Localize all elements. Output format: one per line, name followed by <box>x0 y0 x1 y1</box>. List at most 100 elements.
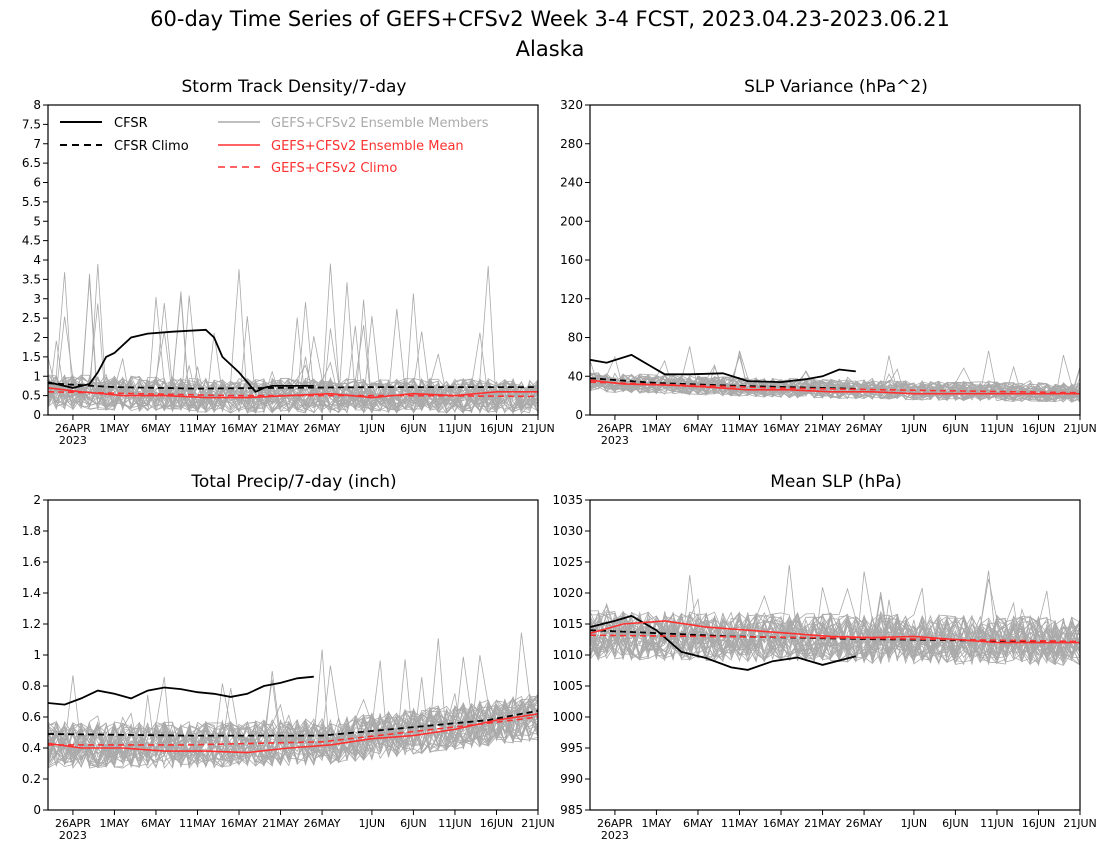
y-tick-label: 1035 <box>552 493 583 507</box>
y-tick-label: 5 <box>33 214 41 228</box>
x-tick-label: 21JUN <box>521 422 555 435</box>
member-line <box>590 364 1080 401</box>
x-tick-label: 6JUN <box>400 422 427 435</box>
y-tick-label: 240 <box>560 176 583 190</box>
panel-mean-slp: 985 990 995 1000 1005 1010 1015 1020 1025 1030 103… <box>552 493 1096 842</box>
series-gefs-cfsv2-climo <box>590 381 1080 394</box>
panel-slp-variance: 0 40 80 120 160 200 240 280 320 26APR 1MAY 6MAY 11MA… <box>560 98 1097 447</box>
y-tick-label: 2 <box>33 493 41 507</box>
x-tick-label: 26MAY <box>846 422 883 435</box>
member-line <box>48 273 538 415</box>
panel-title-mean-slp: Mean SLP (hPa) <box>770 472 902 492</box>
legend-label-ens-climo: GEFS+CFSv2 Climo <box>271 161 397 176</box>
y-tick-label: 0 <box>33 408 41 422</box>
x-tick-label: 1MAY <box>99 817 129 830</box>
x-tick-label: 21MAY <box>262 422 299 435</box>
x-tick-label: 6MAY <box>141 817 171 830</box>
y-tick-label: 1.8 <box>22 524 41 538</box>
y-tick-label: 1010 <box>552 648 583 662</box>
series-gefs-cfsv2-ensemble-mean <box>590 620 1080 644</box>
series-cfsr <box>590 353 856 384</box>
x-year-label: 2023 <box>601 434 629 447</box>
x-tick-label: 11JUN <box>438 817 472 830</box>
x-tick-label: 16MAY <box>221 422 258 435</box>
member-line <box>48 379 538 415</box>
y-tick-label: 1025 <box>552 555 583 569</box>
y-tick-label: 1030 <box>552 524 583 538</box>
y-tick-label: 3 <box>33 292 41 306</box>
series-cfsr-climo <box>48 709 538 737</box>
y-tick-label: 0 <box>575 408 583 422</box>
y-tick-label: 1005 <box>552 679 583 693</box>
series-lines-slp-variance <box>590 353 1080 395</box>
plot-frame-storm-track <box>47 104 539 416</box>
y-tick-label: 0.5 <box>22 389 41 403</box>
x-tick-label: 16JUN <box>1022 422 1056 435</box>
panel-total-precip: 0 0.2 0.4 0.6 0.8 1 1.2 1.4 1.6 1.8 2 26APR 1MAY 6MAY… <box>22 493 555 842</box>
member-line <box>48 702 538 768</box>
member-line <box>48 263 538 411</box>
y-tick-label: 1.2 <box>22 617 41 631</box>
legend: CFSR CFSR Climo GEFS+CFSv2 Ensemble Memb… <box>60 116 489 176</box>
x-tick-label: 21MAY <box>804 422 841 435</box>
member-line <box>590 611 1080 664</box>
panel-storm-track: 0 0.5 1 1.5 2 2.5 3 3.5 4 4.5 5 5.5 6 6.5 7 7.5 8 26APR 1M… <box>22 98 555 447</box>
y-tick-label: 0.4 <box>22 741 41 755</box>
x-tick-label: 1JUN <box>359 422 386 435</box>
x-tick-label: 11MAY <box>721 817 758 830</box>
panel-title-slp-variance: SLP Variance (hPa^2) <box>744 77 928 97</box>
x-tick-label: 16JUN <box>480 817 514 830</box>
x-tick-label: 21JUN <box>1063 817 1097 830</box>
member-line <box>48 365 538 415</box>
x-tick-label: 6MAY <box>683 422 713 435</box>
y-tick-label: 985 <box>560 803 583 817</box>
series-cfsr-climo <box>48 382 538 390</box>
x-tick-label: 1JUN <box>901 817 928 830</box>
y-tick-label: 2 <box>33 331 41 345</box>
y-tick-label: 40 <box>568 369 583 383</box>
member-line <box>590 613 1080 664</box>
member-line <box>590 575 1080 664</box>
legend-label-ens-mean: GEFS+CFSv2 Ensemble Mean <box>271 139 464 154</box>
y-tick-label: 8 <box>33 98 41 112</box>
x-tick-label: 1MAY <box>641 422 671 435</box>
x-tick-label: 16JUN <box>1022 817 1056 830</box>
member-line <box>48 302 538 414</box>
x-tick-label: 26MAY <box>304 422 341 435</box>
x-tick-label: 26MAY <box>304 817 341 830</box>
member-line <box>590 571 1080 663</box>
x-year-label: 2023 <box>601 829 629 842</box>
y-tick-label: 1.5 <box>22 350 41 364</box>
series-lines-total-precip <box>48 675 538 754</box>
x-tick-label: 6MAY <box>683 817 713 830</box>
x-tick-label: 26APR <box>597 422 633 435</box>
x-tick-label: 21MAY <box>262 817 299 830</box>
x-tick-label: 6MAY <box>141 422 171 435</box>
y-tick-label: 4 <box>33 253 41 267</box>
y-tick-label: 280 <box>560 137 583 151</box>
y-tick-label: 1 <box>33 648 41 662</box>
series-gefs-cfsv2-climo <box>48 716 538 746</box>
y-tick-label: 1.4 <box>22 586 41 600</box>
y-tick-label: 0.2 <box>22 772 41 786</box>
member-line <box>590 614 1080 666</box>
x-tick-label: 1MAY <box>641 817 671 830</box>
member-lines-storm-track <box>48 263 538 415</box>
member-line <box>590 605 1080 666</box>
x-tick-label: 11MAY <box>179 422 216 435</box>
series-gefs-cfsv2-climo <box>590 634 1080 643</box>
plot-frame-mean-slp <box>589 499 1081 811</box>
x-tick-label: 1JUN <box>901 422 928 435</box>
y-tick-label: 200 <box>560 214 583 228</box>
y-tick-label: 0.6 <box>22 710 41 724</box>
x-tick-label: 21MAY <box>804 817 841 830</box>
plot-frame-total-precip <box>47 499 539 811</box>
x-year-label: 2023 <box>59 434 87 447</box>
x-tick-label: 11JUN <box>980 422 1014 435</box>
x-tick-label: 6JUN <box>942 817 969 830</box>
x-tick-label: 21JUN <box>1063 422 1097 435</box>
series-lines-mean-slp <box>590 614 1080 671</box>
x-tick-label: 26MAY <box>846 817 883 830</box>
